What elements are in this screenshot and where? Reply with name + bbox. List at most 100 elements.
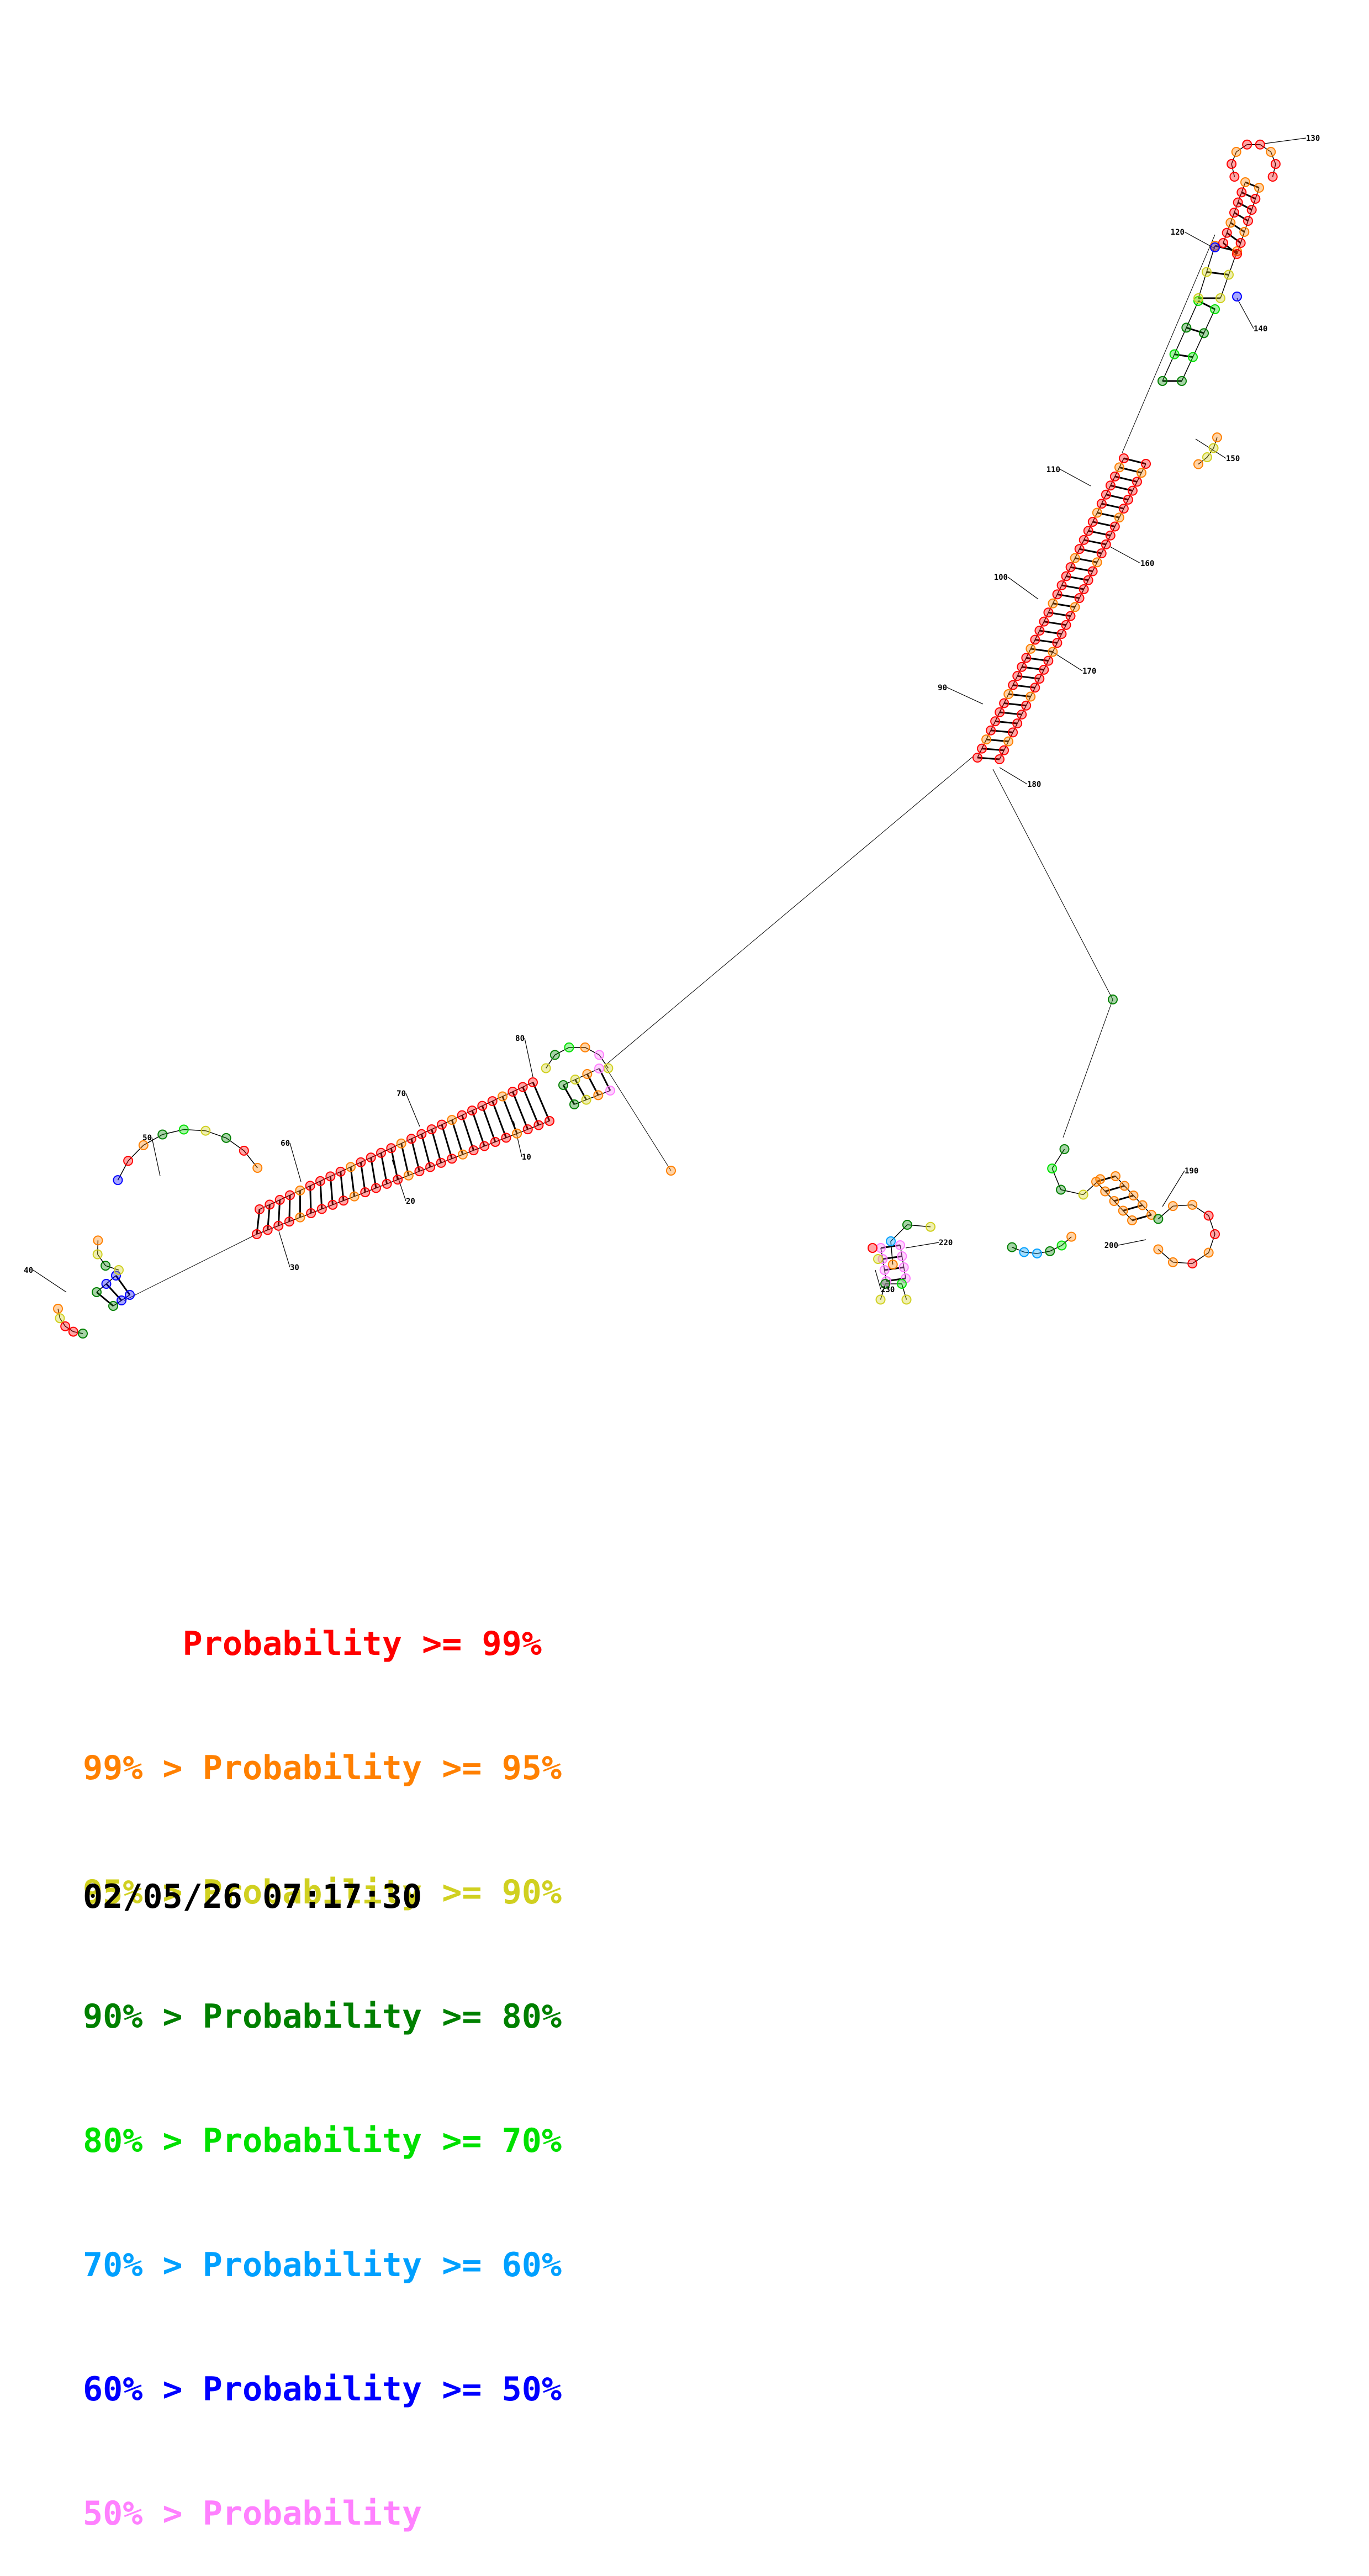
nucleotide [393, 1175, 402, 1184]
nucleotide [1194, 460, 1203, 469]
timestamp: 02/05/26 07:17:30 [83, 1877, 422, 1916]
nucleotide [986, 726, 995, 735]
position-label-190: 190 [1185, 1167, 1198, 1176]
nucleotide [1071, 554, 1080, 563]
label-leader [33, 1270, 66, 1292]
nucleotide [1137, 468, 1146, 477]
nucleotide [265, 1200, 274, 1209]
position-label-180: 180 [1027, 780, 1041, 789]
nucleotide [339, 1196, 348, 1205]
nucleotide [1053, 638, 1061, 647]
nucleotide [1203, 453, 1212, 462]
nucleotide [1244, 216, 1252, 225]
label-leader [1110, 547, 1140, 563]
nucleotide [240, 1146, 249, 1155]
position-label-120: 120 [1171, 228, 1185, 237]
nucleotide [1044, 657, 1053, 665]
nucleotides [54, 140, 1280, 1338]
nucleotide [1256, 140, 1265, 149]
base-pair-bond [482, 1106, 495, 1142]
nucleotide [534, 1121, 543, 1130]
nucleotide [1111, 522, 1119, 531]
nucleotide [458, 1150, 467, 1159]
backbone-segment [605, 757, 973, 1066]
base-pair-bond [462, 1115, 474, 1151]
nucleotide [468, 1106, 477, 1115]
nucleotide [1233, 292, 1241, 301]
nucleotide [1088, 517, 1097, 526]
nucleotide [1088, 567, 1097, 576]
backbone-lines [33, 138, 1306, 1334]
nucleotide [1075, 594, 1084, 602]
position-label-110: 110 [1046, 466, 1060, 474]
nucleotide [545, 1117, 554, 1125]
nucleotide [1067, 1233, 1076, 1241]
nucleotide [1048, 1164, 1056, 1173]
nucleotide [255, 1205, 264, 1214]
nucleotide [512, 1129, 521, 1138]
nucleotide [1169, 1258, 1177, 1267]
nucleotide [1240, 228, 1249, 236]
nucleotide [1188, 353, 1197, 362]
base-pair-bond [432, 1129, 441, 1163]
nucleotide [1115, 463, 1124, 472]
nucleotide [889, 1260, 897, 1269]
nucleotide [1056, 1185, 1065, 1194]
label-leader [1237, 298, 1254, 329]
backbone-segment [993, 769, 1113, 999]
nucleotide [1000, 746, 1008, 755]
nucleotide [977, 744, 986, 753]
nucleotide [1017, 710, 1026, 719]
nucleotide [61, 1322, 70, 1331]
nucleotide [101, 1261, 110, 1270]
nucleotide [1013, 671, 1022, 680]
nucleotide [1230, 172, 1239, 181]
nucleotide [1266, 147, 1275, 156]
nucleotide [903, 1220, 912, 1229]
nucleotide [868, 1244, 877, 1252]
label-leader [947, 687, 983, 704]
nucleotide [1008, 1243, 1017, 1252]
nucleotide [1213, 433, 1222, 442]
nucleotide [1061, 621, 1070, 630]
base-pair-bond [493, 1101, 506, 1138]
nucleotide [447, 1115, 456, 1124]
backbone-segment [1122, 235, 1215, 453]
nucleotide [1119, 504, 1128, 513]
nucleotide [1199, 329, 1208, 337]
nucleotide [1248, 205, 1256, 214]
position-label-50: 50 [142, 1134, 152, 1142]
nucleotide [383, 1179, 392, 1188]
nucleotide [559, 1081, 568, 1089]
nucleotide [1102, 540, 1111, 549]
nucleotide [1092, 1177, 1101, 1186]
nucleotide [1013, 719, 1022, 728]
nucleotide [372, 1183, 380, 1192]
nucleotide [1236, 239, 1245, 247]
nucleotide [326, 1172, 335, 1181]
nucleotide [542, 1064, 551, 1072]
nucleotide [508, 1087, 517, 1096]
nucleotide [1119, 1207, 1128, 1215]
nucleotide [1170, 350, 1179, 359]
nucleotide [306, 1181, 315, 1190]
nucleotide [124, 1156, 133, 1165]
nucleotide [1204, 1212, 1213, 1220]
nucleotide [973, 753, 982, 762]
backbone-segment [605, 1066, 671, 1171]
nucleotide [1058, 1241, 1066, 1250]
nucleotide [222, 1134, 231, 1142]
nucleotide [478, 1102, 487, 1110]
base-pair-bond [411, 1139, 419, 1171]
label-leader [290, 1143, 301, 1182]
nucleotide [1232, 147, 1241, 156]
nucleotide [1022, 701, 1030, 710]
nucleotide [286, 1191, 294, 1199]
base-pair-bond [533, 1082, 549, 1121]
nucleotide [880, 1266, 889, 1274]
nucleotide [367, 1153, 376, 1162]
nucleotide [263, 1225, 272, 1234]
nucleotide [1211, 243, 1219, 252]
nucleotide [125, 1290, 134, 1299]
nucleotide [1241, 178, 1250, 187]
